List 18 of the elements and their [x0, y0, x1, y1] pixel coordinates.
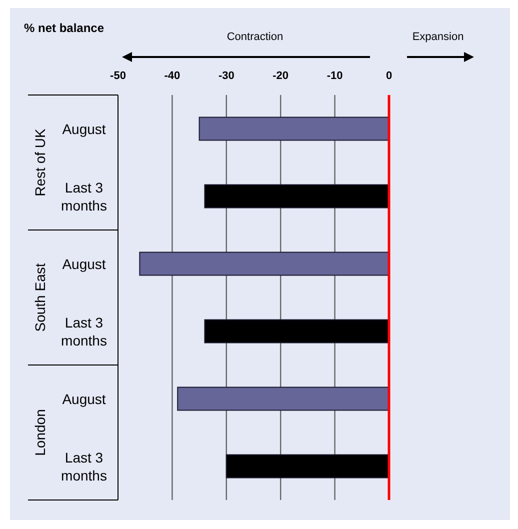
x-tick-label: -50	[110, 70, 126, 82]
text: Rest of UK	[32, 128, 48, 196]
x-tick-label: -20	[272, 70, 289, 82]
y-tick-label: August	[62, 256, 106, 272]
x-tick-label: -30	[218, 70, 234, 82]
chart-title: % net balance	[24, 21, 104, 35]
y-tick-label: August	[62, 390, 106, 407]
text: London	[32, 409, 48, 456]
y-tick-label: August	[62, 120, 106, 137]
text: Expansion	[412, 31, 464, 43]
y-tick-label: Last 3 months	[61, 314, 107, 348]
y-tick-label: Last 3 months	[61, 449, 107, 484]
x-tick-label: 0	[386, 70, 392, 82]
text: South East	[32, 263, 48, 332]
x-tick-label: -10	[326, 70, 343, 82]
text: Contraction	[226, 31, 284, 43]
y-tick-label: Last 3 months	[61, 179, 107, 214]
x-tick-label: -40	[164, 70, 180, 82]
